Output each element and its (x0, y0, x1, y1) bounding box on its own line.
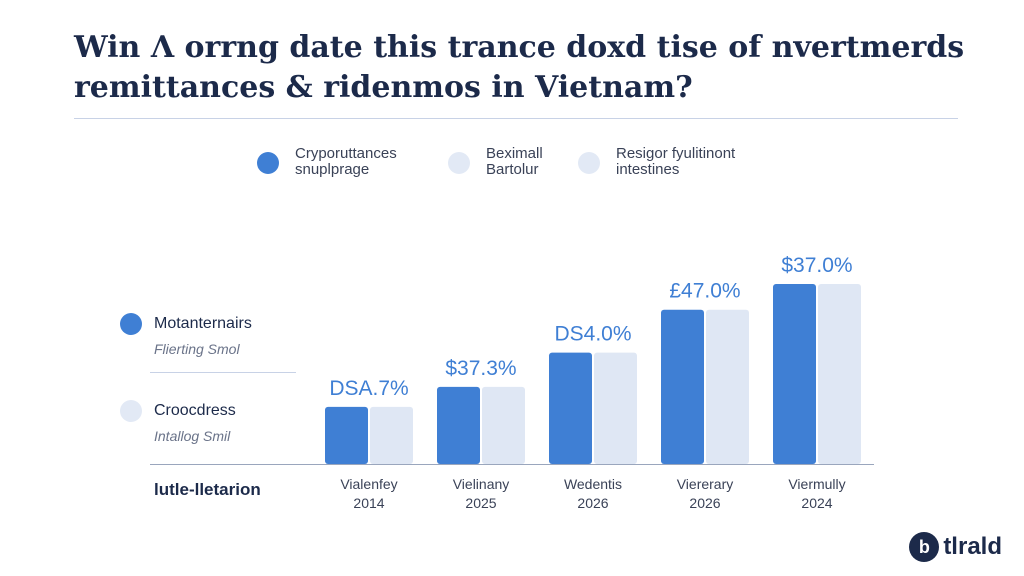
bar-2-4 (706, 309, 749, 464)
side-legend-swatch-2 (120, 400, 142, 422)
bar-1-4 (661, 309, 704, 464)
x-tick-year-3: 2026 (577, 495, 608, 511)
x-tick-name-1: Vialenfey (340, 476, 397, 492)
x-tick-name-5: Viermully (788, 476, 845, 492)
bar-1-5 (773, 284, 816, 464)
bar-1-2 (437, 386, 480, 464)
bar-2-3 (594, 352, 637, 464)
side-legend-label-1: Motanternairs (154, 315, 252, 332)
legend-swatch-3 (578, 152, 600, 174)
data-label-5: $37.0% (781, 254, 852, 277)
top-legend: Cryporuttances snuplprage Beximall Barto… (0, 146, 1024, 196)
chart-title: Win Λ orrng date this trance doxd tise o… (74, 28, 974, 108)
legend-1-line-2: snuplprage (295, 161, 370, 178)
data-label-3: DS4.0% (554, 323, 631, 346)
x-axis-title: lutle-lletarion (154, 480, 261, 499)
side-legend-divider (150, 372, 296, 373)
x-axis-line (150, 464, 874, 465)
x-tick-year-5: 2024 (801, 495, 832, 511)
x-tick-name-2: Vielinany (453, 476, 510, 492)
legend-2-line-1: Beximall (486, 145, 543, 162)
legend-text-2: Beximall Bartolur (486, 146, 543, 178)
legend-swatch-1 (257, 152, 279, 174)
data-label-4: £47.0% (669, 280, 740, 303)
legend-item-3: Resigor fyulitinont intestines (578, 146, 735, 178)
x-tick-year-4: 2026 (689, 495, 720, 511)
side-legend-item-2: Croocdress Intallog Smil (120, 400, 320, 444)
legend-item-2: Beximall Bartolur (448, 146, 543, 178)
data-label-2: $37.3% (445, 357, 516, 380)
bar-1-1 (325, 406, 368, 464)
legend-3-line-1: Resigor fyulitinont (616, 145, 736, 162)
data-label-1: DSA.7% (329, 377, 408, 400)
title-divider (74, 118, 958, 119)
side-legend-sub-1: Flierting Smol (154, 341, 240, 357)
brand-mark-icon: b (909, 532, 940, 562)
chart-title-line-2: remittances & ridenmos in Vietnam? (74, 70, 693, 105)
bar-2-2 (482, 386, 525, 464)
legend-swatch-2 (448, 152, 470, 174)
side-legend-swatch-1 (120, 313, 142, 335)
legend-2-line-2: Bartolur (486, 161, 539, 178)
legend-1-line-1: Cryporuttances (295, 145, 397, 162)
brand-name: tlrald (943, 533, 1002, 560)
legend-text-3: Resigor fyulitinont intestines (616, 146, 735, 178)
chart-title-line-1: Win Λ orrng date this trance doxd tise o… (74, 30, 965, 65)
bar-2-5 (818, 284, 861, 464)
bar-1-3 (549, 352, 592, 464)
legend-item-1: Cryporuttances snuplprage (257, 146, 397, 178)
x-tick-name-3: Wedentis (564, 476, 622, 492)
side-legend-sub-2: Intallog Smil (154, 428, 231, 444)
brand-logo: b tlrald (909, 532, 1002, 562)
x-tick-year-2: 2025 (465, 495, 496, 511)
side-legend-label-2: Croocdress (154, 402, 236, 419)
x-tick-name-4: Viererary (677, 476, 734, 492)
x-tick-year-1: 2014 (353, 495, 384, 511)
bar-2-1 (370, 406, 413, 464)
side-legend-item-1: Motanternairs Flierting Smol (120, 313, 320, 357)
legend-3-line-2: intestines (616, 161, 680, 178)
legend-text-1: Cryporuttances snuplprage (295, 146, 397, 178)
